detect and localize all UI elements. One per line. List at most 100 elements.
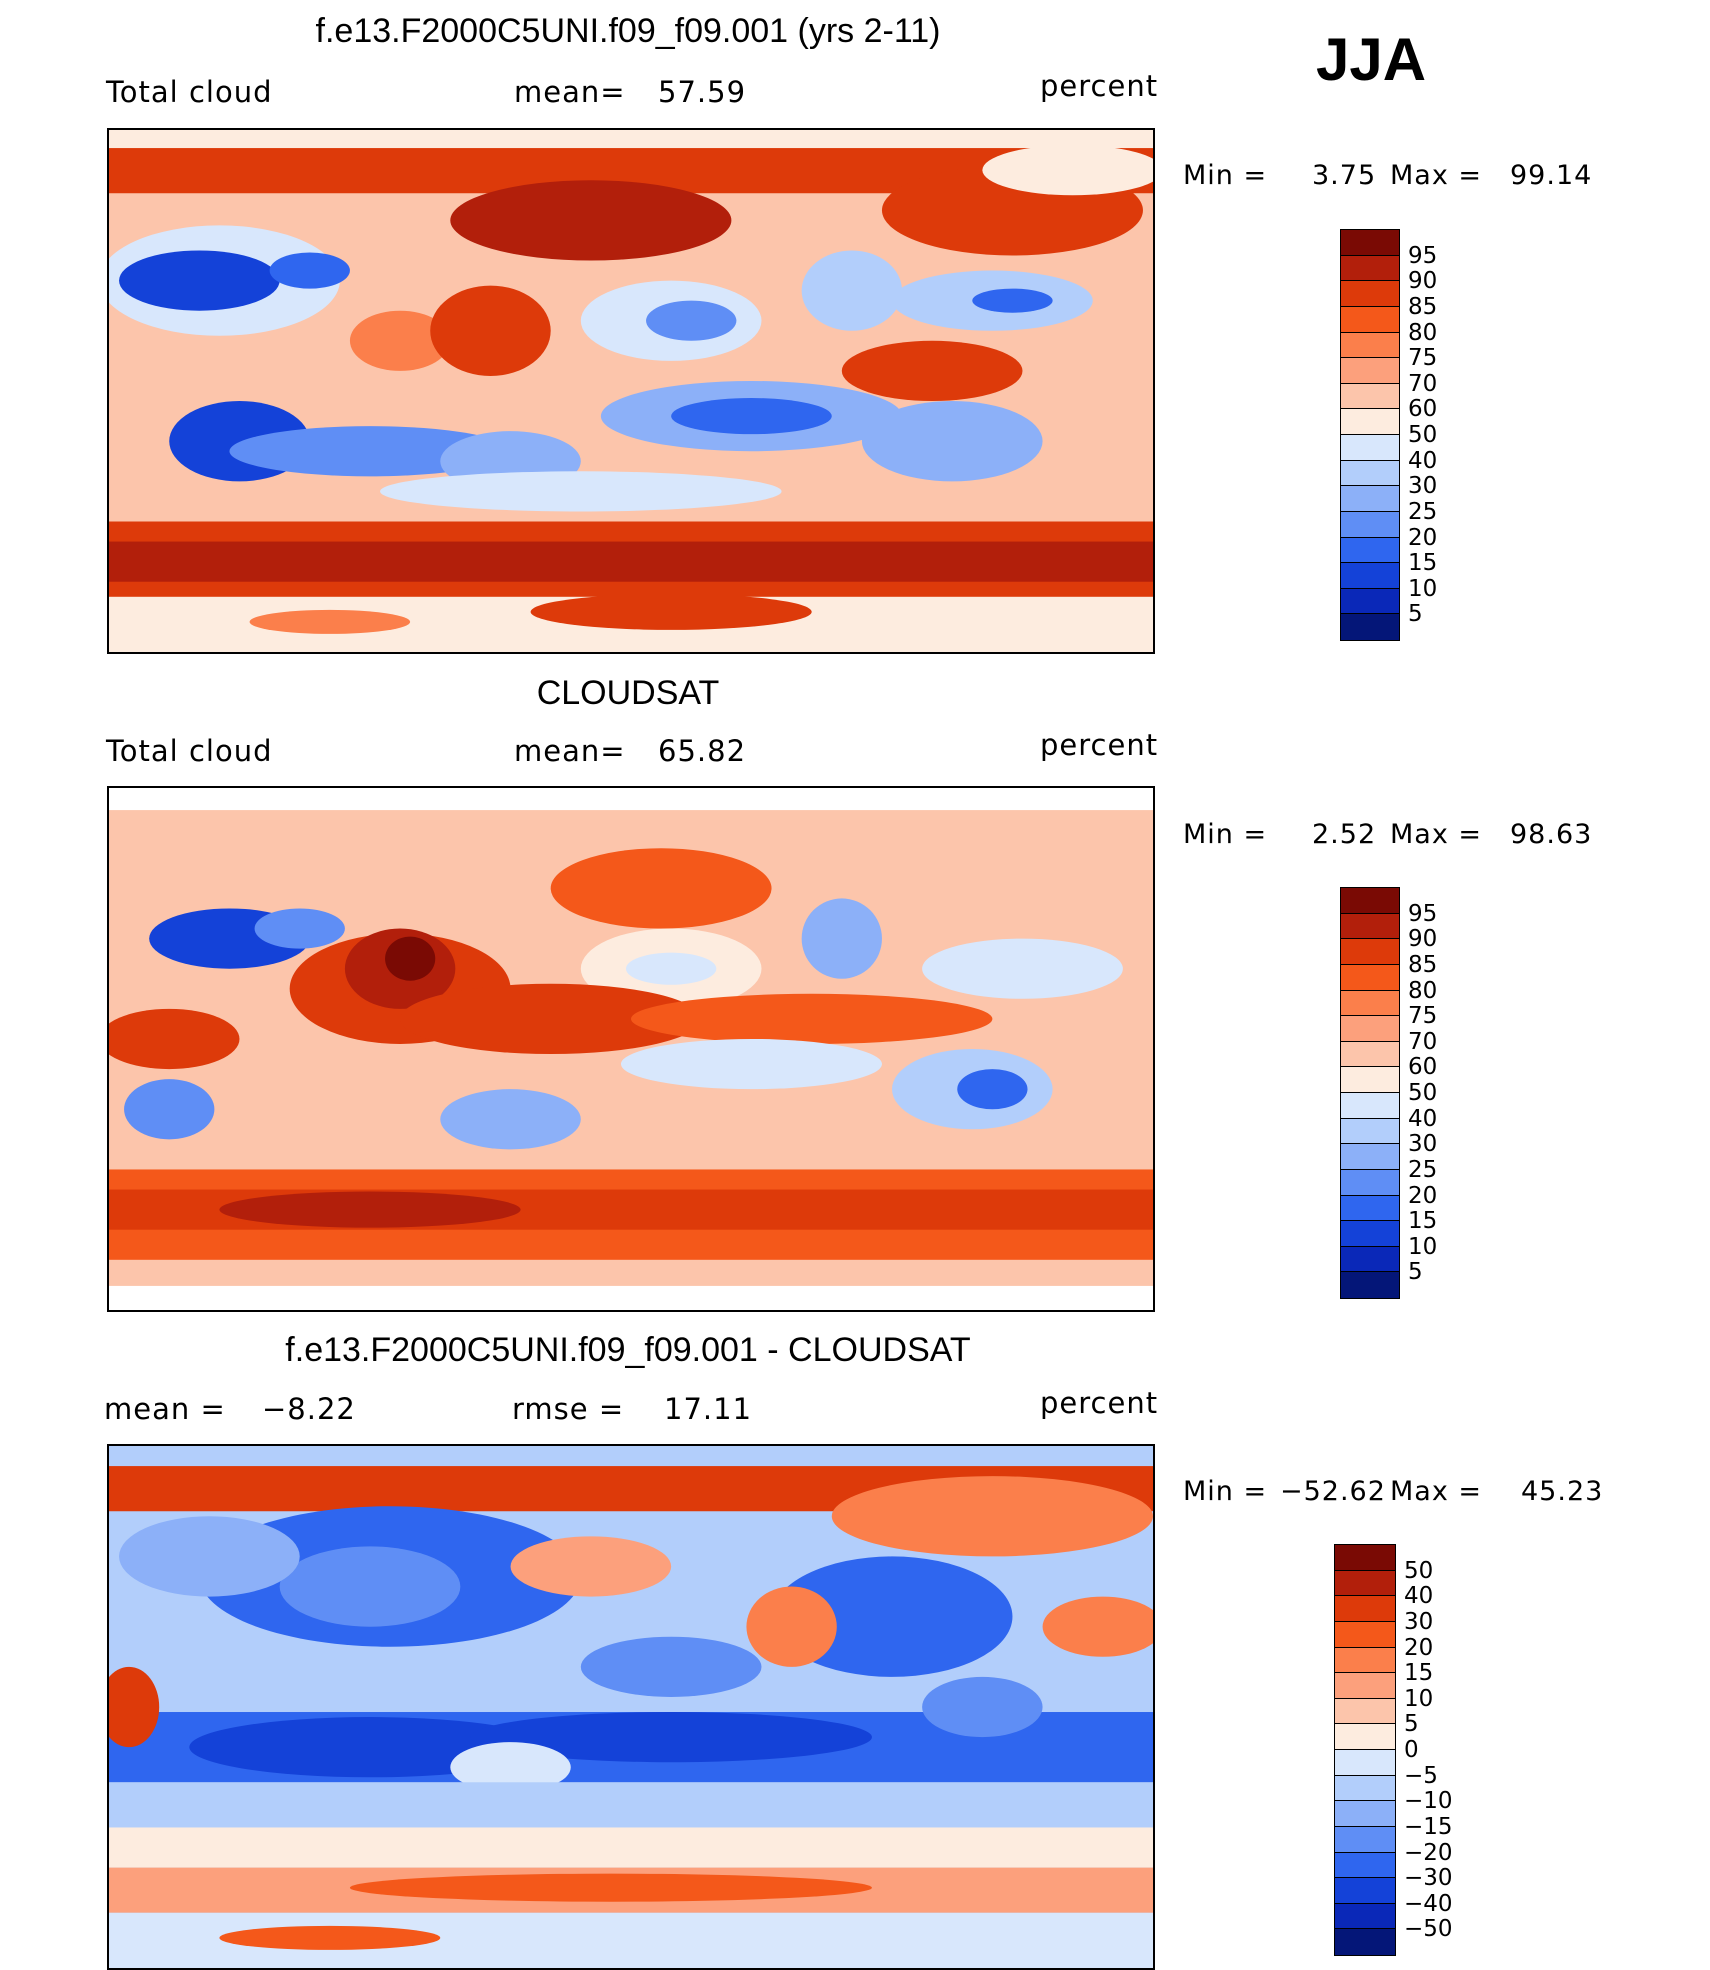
colorbar-tick-label: 90	[1408, 268, 1438, 295]
colorbar-tick-label: 75	[1408, 345, 1438, 372]
panel-2-map	[107, 786, 1155, 1312]
colorbar-swatch	[1341, 888, 1399, 914]
panel-3-units: percent	[1040, 1386, 1159, 1420]
colorbar-tick-label: −10	[1404, 1788, 1453, 1815]
colorbar-tick-label: 5	[1404, 1711, 1419, 1738]
colorbar-swatch	[1341, 1246, 1399, 1273]
colorbar-tick-label: 20	[1408, 524, 1438, 551]
colorbar-tick-label: 40	[1404, 1583, 1434, 1610]
panel-1-min-value: 3.75	[1312, 160, 1377, 191]
colorbar-swatch	[1335, 1775, 1395, 1802]
colorbar-swatch	[1341, 358, 1399, 384]
colorbar-tick-label: 50	[1408, 422, 1438, 448]
colorbar-swatch	[1341, 281, 1399, 307]
colorbar-swatch	[1335, 1801, 1395, 1827]
colorbar-tick-label: 20	[1404, 1634, 1434, 1661]
panel-1-units: percent	[1040, 69, 1159, 103]
colorbar-tick-label: 0	[1404, 1737, 1419, 1763]
colorbar-tick-label: 70	[1408, 370, 1438, 397]
colorbar-tick-label: −5	[1404, 1762, 1438, 1789]
colorbar-swatch	[1341, 964, 1399, 991]
colorbar-swatch	[1335, 1903, 1395, 1930]
colorbar-tick-label: 15	[1408, 550, 1438, 577]
panel-3-max-label: Max =	[1390, 1476, 1483, 1507]
colorbar-tick-label: 50	[1404, 1557, 1434, 1584]
season-label: JJA	[1316, 26, 1427, 93]
panel-1-max-value: 99.14	[1510, 160, 1593, 191]
colorbar-swatch	[1341, 990, 1399, 1017]
panel-2-map-field	[109, 788, 1153, 1310]
colorbar-swatch	[1335, 1570, 1395, 1597]
colorbar-tick-label: −20	[1404, 1839, 1453, 1866]
panel-2-units: percent	[1040, 728, 1159, 762]
panel-1-mean-label: mean=	[514, 75, 626, 109]
colorbar-swatch	[1341, 1195, 1399, 1222]
panel-1-variable-label: Total cloud	[106, 75, 273, 109]
colorbar-swatch	[1341, 1118, 1399, 1145]
colorbar-swatch	[1335, 1929, 1395, 1955]
colorbar-swatch	[1335, 1852, 1395, 1879]
colorbar-swatch	[1341, 460, 1399, 487]
colorbar-swatch	[1335, 1647, 1395, 1674]
colorbar-tick-label: 5	[1408, 601, 1423, 628]
panel-3-mean-label: mean =	[104, 1392, 226, 1426]
colorbar-tick-label: 10	[1408, 1233, 1438, 1260]
colorbar-swatch	[1341, 537, 1399, 564]
colorbar-swatch	[1341, 913, 1399, 940]
colorbar-tick-label: 30	[1408, 1131, 1438, 1158]
colorbar-swatch	[1341, 1272, 1399, 1298]
colorbar-swatch	[1335, 1545, 1395, 1571]
panel-3-min-value: −52.62	[1280, 1476, 1386, 1507]
colorbar-tick-label: 30	[1404, 1608, 1434, 1635]
panel-2-min-label: Min =	[1183, 819, 1268, 850]
colorbar-tick-label: 95	[1408, 242, 1438, 269]
colorbar-swatch	[1335, 1724, 1395, 1750]
colorbar-tick-label: 30	[1408, 473, 1438, 500]
colorbar-swatch	[1341, 306, 1399, 333]
panel-1-map-field	[109, 130, 1153, 652]
panel-2-mean-label: mean=	[514, 734, 626, 768]
colorbar-swatch	[1341, 486, 1399, 512]
panel-1-map	[107, 128, 1155, 654]
colorbar-tick-label: −15	[1404, 1813, 1453, 1840]
colorbar-swatch	[1341, 383, 1399, 410]
colorbar-swatch	[1335, 1878, 1395, 1904]
panel-2-max-label: Max =	[1390, 819, 1483, 850]
panel-1-title: f.e13.F2000C5UNI.f09_f09.001 (yrs 2-11)	[315, 12, 941, 50]
panel-1-mean-value: 57.59	[658, 75, 747, 109]
panel-3-rmse-value: 17.11	[664, 1392, 753, 1426]
panel-3-max-value: 45.23	[1521, 1476, 1604, 1507]
colorbar-tick-label: 40	[1408, 447, 1438, 474]
panel-1-min-label: Min =	[1183, 160, 1268, 191]
colorbar-tick-label: 10	[1404, 1685, 1434, 1712]
panel-1-max-label: Max =	[1390, 160, 1483, 191]
colorbar-swatch	[1335, 1596, 1395, 1622]
colorbar-tick-label: 60	[1408, 396, 1438, 423]
colorbar-swatch	[1341, 1169, 1399, 1196]
colorbar-tick-label: −30	[1404, 1865, 1453, 1892]
colorbar-swatch	[1341, 939, 1399, 965]
colorbar-swatch	[1341, 1144, 1399, 1170]
colorbar-swatch	[1341, 563, 1399, 589]
colorbar-tick-label: 10	[1408, 575, 1438, 602]
panel-3-map	[107, 1444, 1155, 1970]
panel-3-title: f.e13.F2000C5UNI.f09_f09.001 - CLOUDSAT	[285, 1331, 971, 1369]
panel-3-colorbar	[1334, 1544, 1396, 1956]
colorbar-swatch	[1335, 1826, 1395, 1853]
colorbar-tick-label: 15	[1408, 1208, 1438, 1235]
panel-3-min-label: Min =	[1183, 1476, 1268, 1507]
panel-3-map-field	[109, 1446, 1153, 1968]
colorbar-tick-label: 70	[1408, 1028, 1438, 1055]
colorbar-swatch	[1341, 435, 1399, 461]
colorbar-swatch	[1341, 614, 1399, 640]
colorbar-swatch	[1341, 588, 1399, 615]
panel-2-mean-value: 65.82	[658, 734, 747, 768]
panel-2-variable-label: Total cloud	[106, 734, 273, 768]
colorbar-swatch	[1341, 409, 1399, 435]
colorbar-tick-label: 85	[1408, 293, 1438, 320]
colorbar-tick-label: −50	[1404, 1916, 1453, 1943]
colorbar-swatch	[1341, 511, 1399, 538]
colorbar-swatch	[1341, 1093, 1399, 1119]
colorbar-tick-label: 25	[1408, 498, 1438, 525]
colorbar-tick-label: 80	[1408, 319, 1438, 346]
